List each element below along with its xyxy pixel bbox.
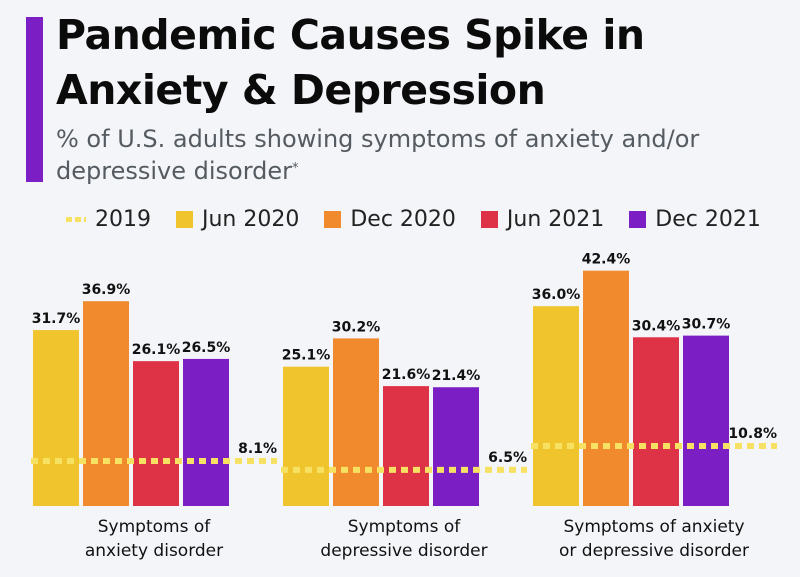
chart-legend: 2019 Jun 2020 Dec 2020 Jun 2021 Dec 2021: [66, 204, 761, 234]
chart-subtitle: % of U.S. adults showing symptoms of anx…: [56, 123, 756, 187]
bar-jun-2020-group-3: [533, 306, 579, 506]
reference-label-2019-group-2: 6.5%: [488, 450, 527, 466]
bar-dec-2020-group-1: [83, 301, 129, 506]
bar-dec-2020-group-2: [333, 338, 379, 506]
bar-jun-2021-group-2: [383, 386, 429, 506]
category-label-group-1-line-1: Symptoms of: [98, 517, 211, 537]
chart-title: Pandemic Causes Spike in Anxiety & Depre…: [56, 11, 645, 114]
category-label-group-2-line-1: Symptoms of: [348, 517, 461, 537]
category-label-group-3-line-2: or depressive disorder: [559, 541, 749, 561]
data-label-jun-2021-group-3: 30.4%: [632, 318, 681, 334]
data-label-jun-2020-group-1: 31.7%: [32, 311, 81, 327]
legend-label-2019: 2019: [95, 206, 151, 232]
data-label-dec-2021-group-3: 30.7%: [682, 317, 731, 333]
data-label-jun-2021-group-1: 26.1%: [132, 342, 181, 358]
legend-swatch-dec-2021: [629, 210, 647, 228]
legend-label-jun-2021: Jun 2021: [506, 206, 605, 232]
bar-dec-2021-group-2: [433, 387, 479, 506]
data-label-jun-2020-group-3: 36.0%: [532, 287, 581, 303]
bar-dec-2021-group-3: [683, 335, 729, 506]
title-accent-bar: [26, 17, 43, 182]
legend-item-2019: 2019: [66, 207, 151, 232]
data-label-jun-2021-group-2: 21.6%: [382, 367, 431, 383]
legend-label-dec-2021: Dec 2021: [655, 206, 761, 232]
bar-jun-2020-group-2: [283, 366, 329, 506]
legend-label-jun-2020: Jun 2020: [202, 206, 300, 232]
data-label-dec-2020-group-3: 42.4%: [582, 252, 631, 268]
reference-label-2019-group-1: 8.1%: [238, 441, 277, 457]
data-label-dec-2020-group-1: 36.9%: [82, 282, 131, 298]
bar-dec-2020-group-3: [583, 270, 629, 506]
category-label-group-1-line-2: anxiety disorder: [85, 541, 223, 561]
bar-dec-2021-group-1: [183, 358, 229, 506]
subtitle-text: % of U.S. adults showing symptoms of anx…: [56, 125, 700, 185]
legend-item-dec-2020: Dec 2020: [324, 207, 456, 232]
data-label-dec-2020-group-2: 30.2%: [332, 319, 381, 335]
category-label-group-3-line-1: Symptoms of anxiety: [563, 517, 744, 537]
reference-label-2019-group-3: 10.8%: [728, 426, 777, 442]
bar-jun-2020-group-1: [33, 330, 79, 506]
data-label-dec-2021-group-2: 21.4%: [432, 368, 481, 384]
legend-swatch-2019: [66, 216, 86, 222]
footnote-marker: *: [292, 161, 299, 176]
legend-item-jun-2021: Jun 2021: [480, 206, 605, 232]
legend-swatch-dec-2020: [324, 210, 342, 228]
legend-swatch-jun-2021: [480, 210, 498, 228]
legend-item-jun-2020: Jun 2020: [176, 207, 299, 232]
legend-swatch-jun-2020: [176, 210, 193, 228]
legend-label-dec-2020: Dec 2020: [350, 206, 456, 232]
bar-jun-2021-group-3: [633, 337, 679, 506]
legend-item-dec-2021: Dec 2021: [629, 207, 761, 232]
bar-jun-2021-group-1: [133, 361, 179, 506]
data-label-jun-2020-group-2: 25.1%: [282, 348, 331, 364]
category-label-group-2-line-2: depressive disorder: [320, 541, 487, 561]
data-label-dec-2021-group-1: 26.5%: [182, 340, 231, 356]
